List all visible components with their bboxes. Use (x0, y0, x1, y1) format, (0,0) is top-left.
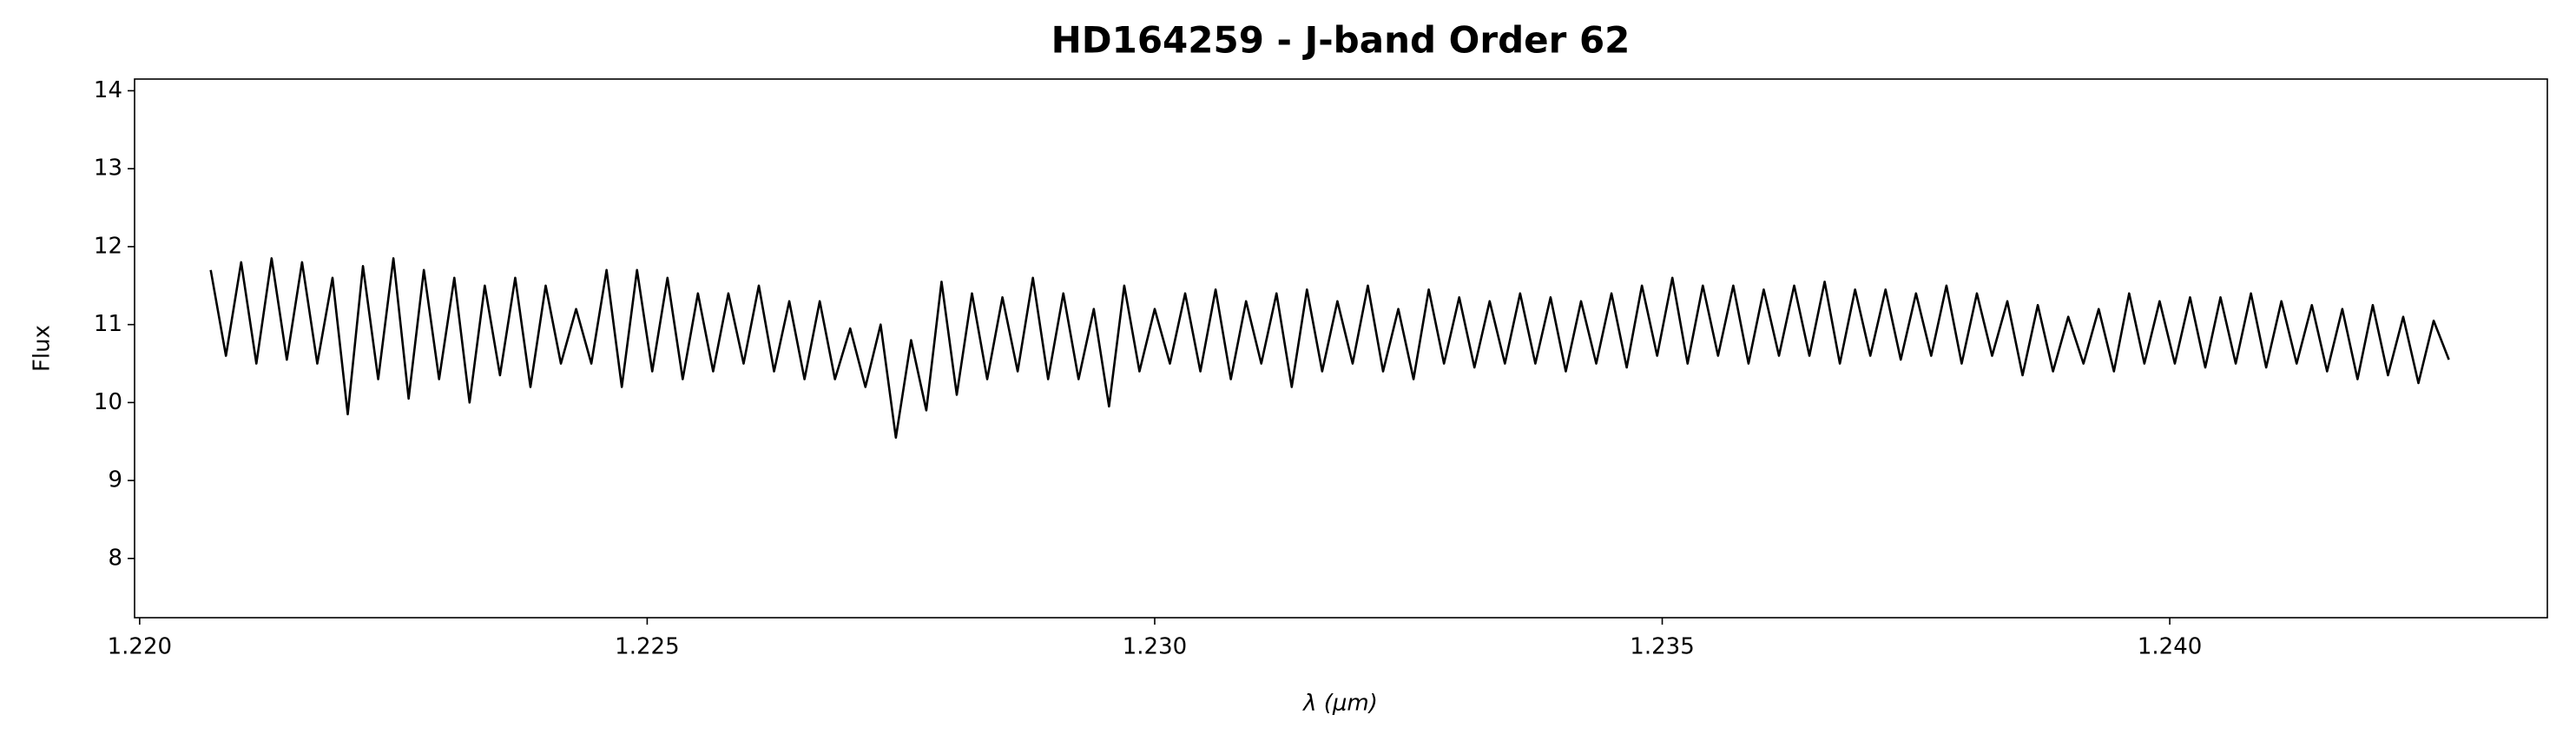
x-tick-label: 1.230 (1123, 634, 1187, 660)
y-tick-label: 11 (94, 311, 122, 337)
y-tick-label: 10 (94, 389, 122, 415)
data-line (209, 257, 2450, 440)
y-tick-label: 13 (94, 156, 122, 182)
y-tick-label: 14 (94, 77, 122, 103)
x-tick-label: 1.220 (108, 634, 172, 660)
y-axis-label: Flux (30, 325, 56, 372)
y-tick-label: 12 (94, 233, 122, 259)
y-tick-label: 8 (108, 545, 122, 571)
y-tick-label: 9 (108, 467, 122, 493)
x-tick-label: 1.240 (2138, 634, 2202, 660)
chart-title: HD164259 - J-band Order 62 (1051, 19, 1631, 62)
x-tick-label: 1.225 (615, 634, 679, 660)
plot-frame (134, 78, 2548, 619)
x-axis-label: λ (μm) (1301, 691, 1378, 717)
x-tick-label: 1.235 (1630, 634, 1694, 660)
